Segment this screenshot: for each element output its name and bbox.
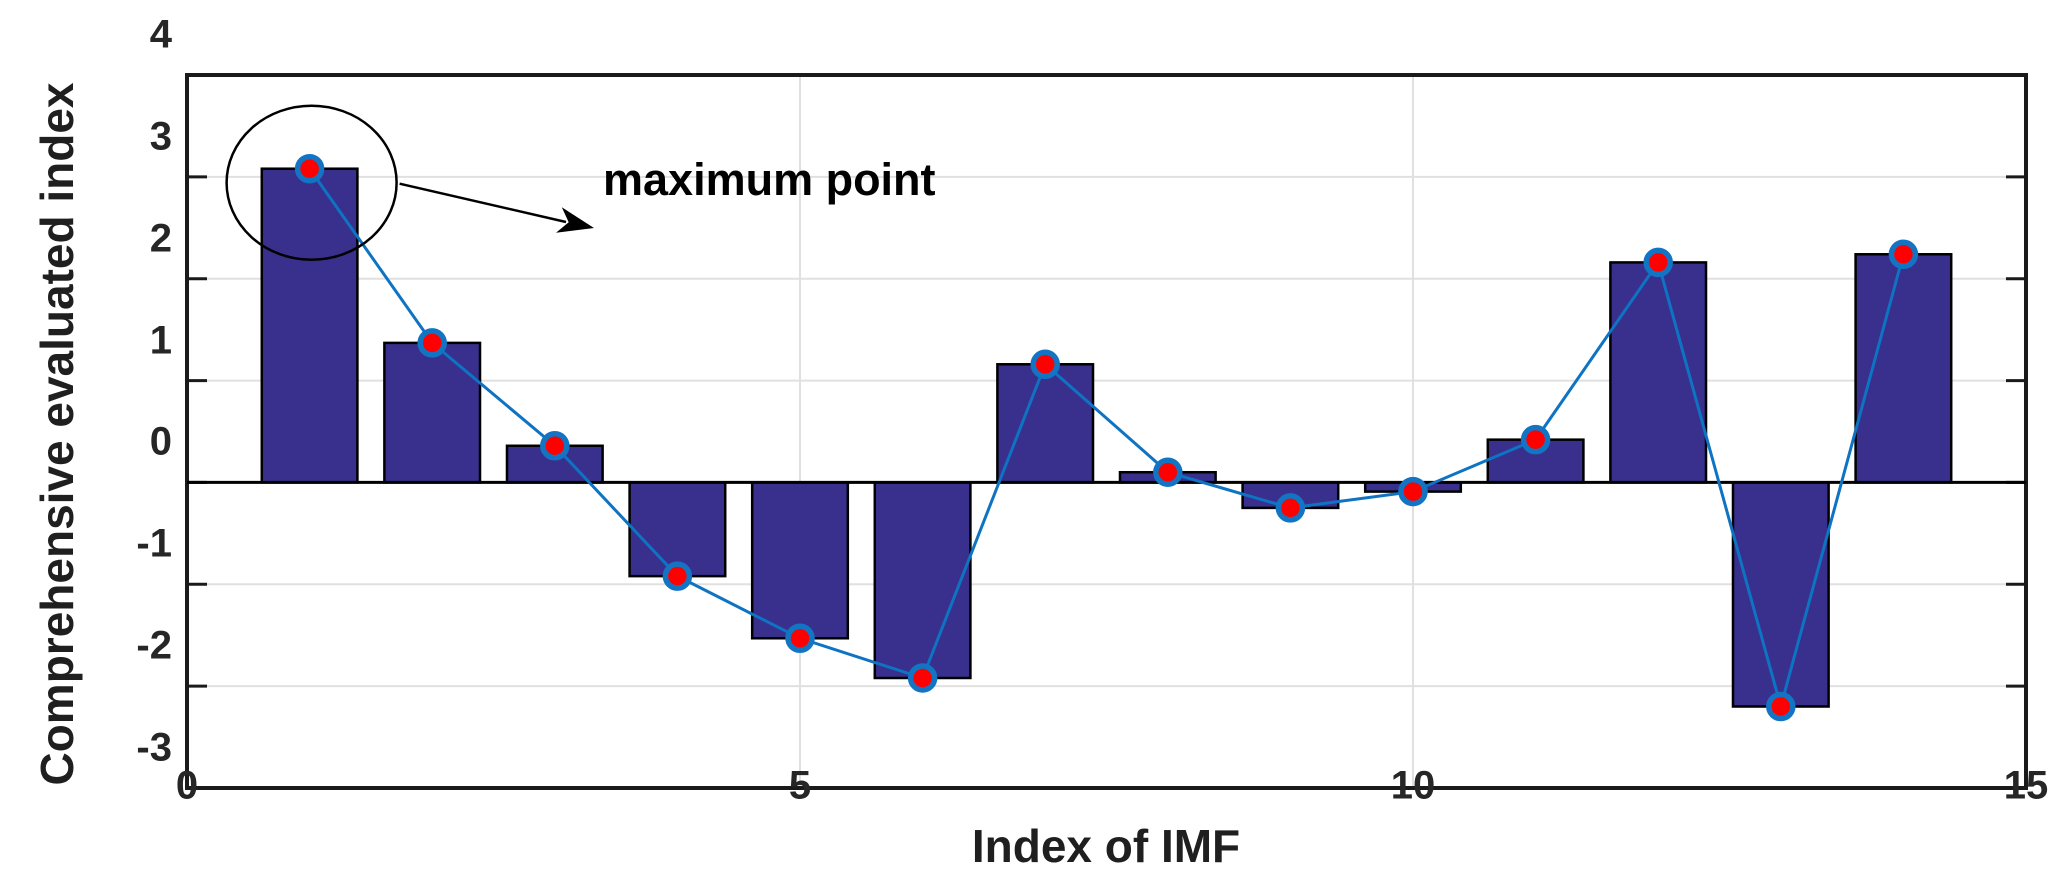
- data-marker: [1643, 247, 1673, 278]
- x-tick-label: 0: [175, 763, 199, 808]
- y-tick-label: -3: [136, 725, 172, 770]
- x-tick-label: 15: [2003, 763, 2049, 808]
- bar: [1854, 253, 1953, 484]
- y-tick-label: 3: [149, 114, 172, 159]
- data-marker: [1398, 476, 1428, 507]
- data-marker: [1153, 457, 1183, 487]
- data-marker: [662, 561, 693, 591]
- bar: [750, 481, 850, 640]
- data-marker: [1030, 349, 1060, 380]
- bar: [873, 481, 972, 680]
- data-marker: [1275, 493, 1306, 523]
- plot-border: [185, 73, 2028, 790]
- bar: [1731, 481, 1830, 708]
- annotation-text: maximum point: [603, 154, 936, 205]
- y-tick-label: -1: [136, 521, 172, 566]
- bar: [1609, 261, 1708, 484]
- data-marker: [1888, 239, 1919, 270]
- annotation-arrowhead: [556, 207, 594, 233]
- x-tick-label: 5: [788, 763, 812, 808]
- data-line: [308, 167, 1905, 713]
- annotation-arrow-line: [399, 182, 567, 224]
- bar: [628, 481, 727, 578]
- data-marker: [540, 431, 570, 461]
- y-tick-label: 2: [149, 216, 172, 261]
- data-marker: [1766, 691, 1796, 722]
- bar: [383, 341, 482, 484]
- x-tick-label: 10: [1390, 763, 1436, 808]
- data-marker: [1520, 424, 1551, 455]
- y-tick-label: -2: [136, 623, 172, 668]
- x-axis-title: Index of IMF: [971, 820, 1241, 872]
- bar: [996, 363, 1095, 484]
- data-marker: [785, 623, 815, 654]
- y-tick-label: 1: [149, 318, 172, 363]
- annotation-ellipse: [225, 104, 398, 261]
- data-marker: [294, 153, 325, 184]
- y-tick-label: 0: [149, 419, 172, 464]
- data-marker: [417, 328, 447, 358]
- y-tick-label: 4: [149, 12, 172, 57]
- data-marker: [907, 663, 938, 693]
